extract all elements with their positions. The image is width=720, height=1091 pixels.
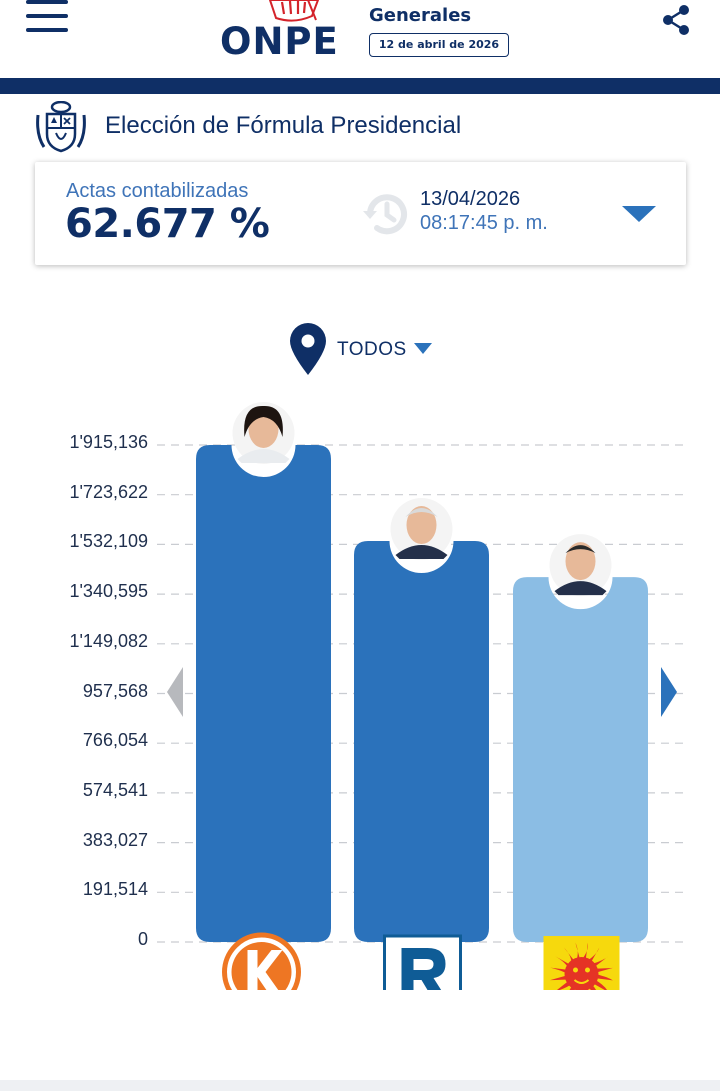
y-tick-label: 1'340,595 <box>69 581 148 602</box>
sun-party-logo-icon <box>543 936 620 990</box>
y-tick-label: 1'915,136 <box>69 432 148 452</box>
y-tick-label: 0 <box>137 929 148 949</box>
location-pin-icon <box>290 323 326 375</box>
caret-down-icon[interactable] <box>620 202 658 226</box>
election-type: Generales <box>369 5 472 26</box>
footer-band <box>0 1080 720 1091</box>
update-date: 13/04/2026 <box>420 188 521 210</box>
logo-text: ONPE <box>220 20 339 63</box>
y-tick-label: 957,568 <box>82 680 148 701</box>
chevron-right-icon[interactable] <box>660 667 678 717</box>
y-tick-label: 1'723,622 <box>69 481 148 502</box>
chart-canvas <box>157 402 686 990</box>
bar[interactable] <box>196 445 331 942</box>
app-header: ONPE Generales 12 de abril de 2026 <box>0 0 720 78</box>
location-filter-label: TODOS <box>337 339 407 360</box>
bar[interactable] <box>513 577 648 942</box>
y-tick-label: 1'532,109 <box>69 531 148 552</box>
chevron-left-icon[interactable] <box>166 667 184 717</box>
renovacion-popular-r-logo-icon <box>383 934 462 990</box>
page-title: Elección de Fórmula Presidencial <box>105 112 462 139</box>
ballot-hand-icon <box>268 0 320 22</box>
candidate-photo-icon <box>232 402 295 464</box>
national-crest-icon <box>36 101 86 153</box>
update-time: 08:17:45 p. m. <box>420 212 548 234</box>
bar-group[interactable] <box>513 534 648 942</box>
hamburger-menu-icon[interactable] <box>26 0 70 36</box>
onpe-logo: ONPE <box>220 0 360 64</box>
y-tick-label: 383,027 <box>82 829 148 850</box>
location-filter[interactable]: TODOS <box>288 322 438 376</box>
actas-label: Actas contabilizadas <box>66 180 249 202</box>
bar[interactable] <box>354 541 489 942</box>
candidate-photo-icon <box>549 534 612 597</box>
y-tick-label: 1'149,082 <box>69 630 148 651</box>
y-tick-label: 766,054 <box>82 730 148 751</box>
votes-bar-chart: 0 191,514 383,027 574,541 766,054 957,568 1'14… <box>0 390 720 990</box>
caret-down-icon <box>414 343 432 354</box>
history-clock-icon <box>363 194 407 235</box>
election-date-badge: 12 de abril de 2026 <box>369 33 509 57</box>
y-tick-label: 191,514 <box>82 879 148 900</box>
bar-group[interactable] <box>354 498 489 942</box>
share-icon[interactable] <box>660 4 692 36</box>
summary-card: Actas contabilizadas 62.677 % 13/04/2026… <box>35 162 686 265</box>
actas-percentage: 62.677 % <box>65 201 270 247</box>
y-tick-label: 574,541 <box>82 779 148 800</box>
fuerza-popular-k-logo-icon <box>222 932 301 990</box>
candidate-photo-icon <box>390 498 453 561</box>
bar-group[interactable] <box>196 402 331 942</box>
header-band <box>0 78 720 94</box>
